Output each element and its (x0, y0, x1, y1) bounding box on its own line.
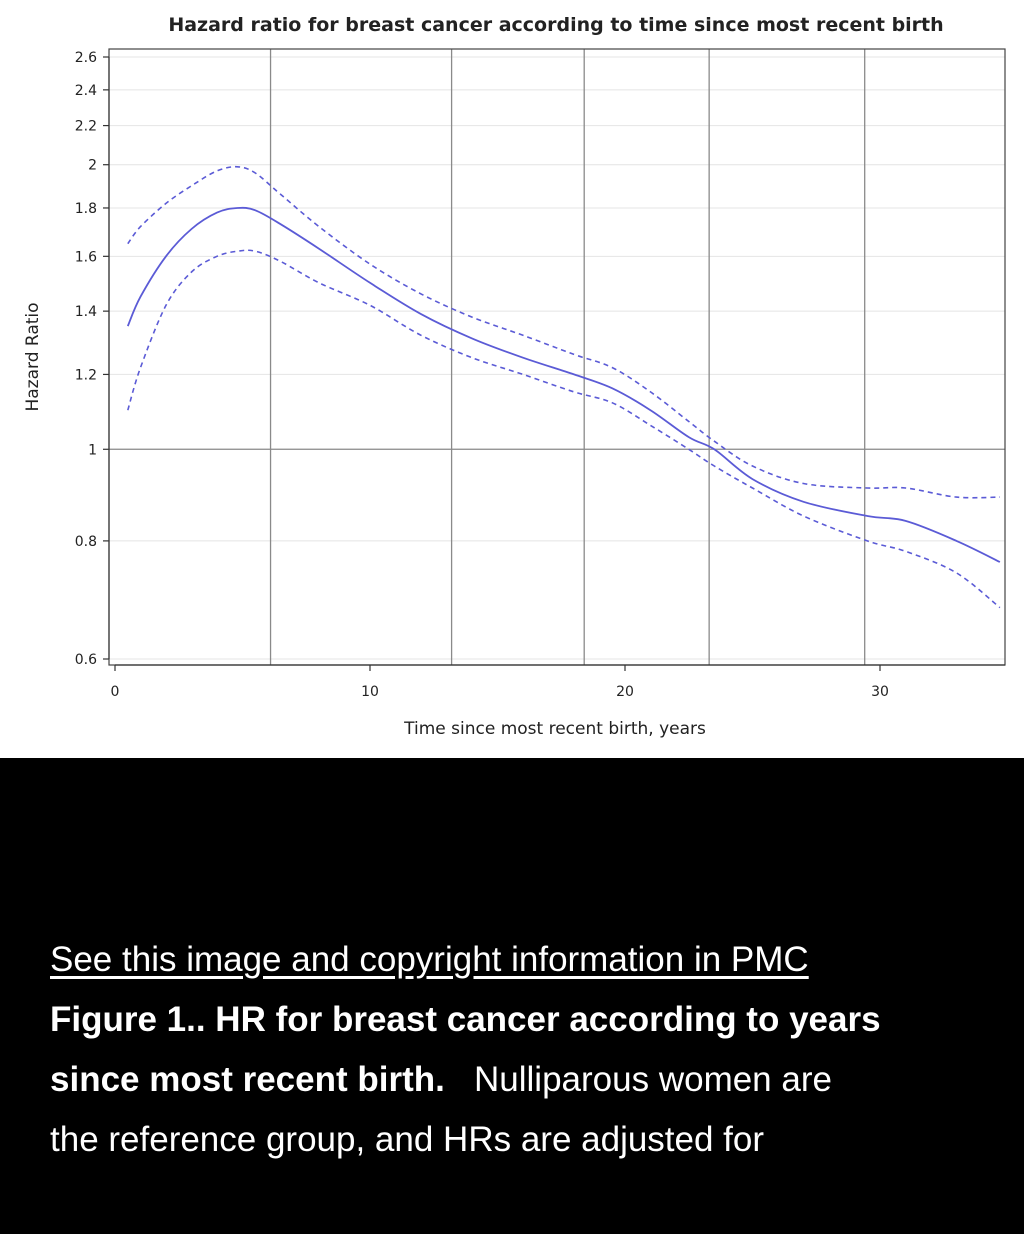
x-tick-label-2: 20 (616, 684, 634, 700)
series-group (126, 165, 1001, 609)
y-axis: 0.6 0.8 1 1.2 1.4 1.6 1.8 2 2.2 2.4 2.6 (75, 50, 110, 668)
x-axis: 0 10 20 30 (111, 664, 1005, 700)
y-tick-label-3: 1.2 (75, 367, 97, 383)
y-tick-label-7: 2 (88, 158, 97, 174)
y-tick-label-4: 1.4 (75, 304, 97, 320)
y-tick-label-0: 0.6 (75, 652, 97, 668)
chart-title: Hazard ratio for breast cancer according… (168, 14, 943, 36)
y-tick-label-1: 0.8 (75, 534, 97, 550)
lower-confidence-line (127, 249, 1001, 609)
y-axis-label: Hazard Ratio (23, 302, 43, 411)
y-tick-label-5: 1.6 (75, 249, 97, 265)
caption-text-line2: Nulliparous women are (474, 1060, 832, 1099)
pmc-copyright-link[interactable]: See this image and copyright information… (50, 940, 809, 979)
hazard-ratio-chart: 0.6 0.8 1 1.2 1.4 1.6 1.8 2 2.2 2.4 2.6 0 10 20 30 Ha… (23, 14, 1006, 739)
vertical-reference-lines (269, 49, 866, 665)
grid (109, 56, 1005, 660)
caption-title-line1: Figure 1.. HR for breast cancer accordin… (50, 1000, 881, 1039)
plot-frame (108, 48, 1006, 666)
x-tick-label-3: 30 (871, 684, 889, 700)
upper-confidence-line (127, 165, 1000, 499)
caption-title-line2: since most recent birth. (50, 1060, 445, 1099)
figure-caption: See this image and copyright information… (50, 930, 980, 1170)
y-tick-label-9: 2.4 (75, 83, 97, 99)
hazard-ratio-line (126, 206, 1001, 563)
x-tick-label-1: 10 (361, 684, 379, 700)
y-tick-label-2: 1 (88, 442, 97, 458)
caption-text-line3: the reference group, and HRs are adjuste… (50, 1120, 765, 1159)
figure-panel: 0.6 0.8 1 1.2 1.4 1.6 1.8 2 2.2 2.4 2.6 0 10 20 30 Ha… (0, 0, 1024, 758)
x-tick-label-0: 0 (111, 684, 120, 700)
x-axis-label: Time since most recent birth, years (403, 719, 706, 739)
y-tick-label-6: 1.8 (75, 201, 97, 217)
y-tick-label-10: 2.6 (75, 50, 97, 66)
y-tick-label-8: 2.2 (75, 119, 97, 135)
